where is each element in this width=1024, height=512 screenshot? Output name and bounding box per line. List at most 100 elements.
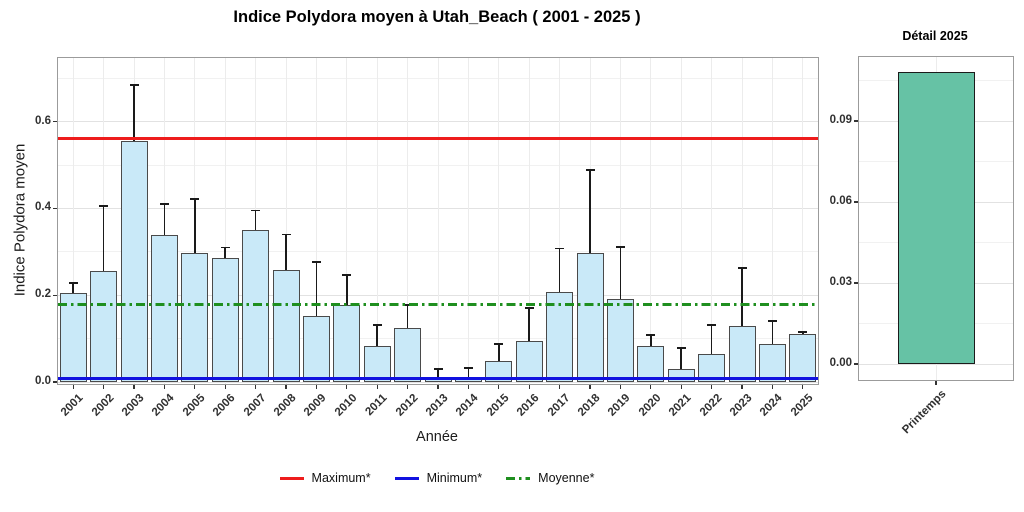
error-bar-2005: [194, 199, 196, 253]
error-cap-2023: [737, 267, 747, 270]
y-tick-label: 0.0: [35, 375, 51, 387]
x-tick-label: 2024: [758, 392, 785, 419]
legend: Maximum* Minimum* Moyenne*: [57, 471, 817, 485]
vertical-gridline: [741, 58, 743, 384]
x-tick-label: 2004: [150, 392, 177, 419]
bar-2020: [637, 345, 665, 382]
main-plot-panel: [57, 57, 819, 385]
x-tick-mark: [589, 385, 591, 389]
error-cap-2019: [615, 246, 625, 248]
error-bar-2010: [346, 274, 348, 306]
error-bar-2023: [741, 268, 743, 326]
legend-label-minimum: Minimum*: [426, 471, 483, 485]
x-tick-mark: [407, 385, 409, 389]
error-bar-2015: [498, 344, 500, 362]
x-tick-mark: [802, 385, 804, 389]
x-tick-label: 2013: [423, 392, 451, 419]
error-bar-2020: [650, 335, 652, 346]
error-bar-2013: [437, 368, 439, 380]
error-bar-2011: [376, 324, 378, 346]
bar-2019: [606, 298, 634, 382]
x-tick-mark: [467, 385, 469, 389]
error-bar-2009: [315, 261, 318, 317]
main-y-axis-label: Indice Polydora moyen: [11, 143, 29, 297]
x-tick-mark: [437, 385, 439, 389]
error-cap-2014: [463, 367, 473, 369]
error-bar-2007: [254, 210, 257, 231]
error-cap-2016: [524, 307, 534, 309]
vertical-gridline: [498, 58, 500, 384]
bar-2015: [485, 361, 513, 382]
bar-2023: [728, 326, 756, 382]
error-cap-2018: [585, 169, 595, 171]
x-tick-mark: [133, 385, 135, 389]
error-cap-2025: [798, 331, 808, 333]
x-tick-label: 2001: [59, 392, 86, 419]
x-tick-label: 2017: [545, 392, 573, 419]
bar-2018: [576, 253, 604, 382]
x-tick-mark: [741, 385, 743, 389]
error-cap-2024: [767, 320, 777, 323]
x-tick-mark: [72, 385, 74, 389]
main-chart: Indice Polydora moyen à Utah_Beach ( 200…: [11, 8, 819, 485]
x-tick-label: 2002: [89, 392, 117, 419]
error-cap-2008: [281, 233, 291, 236]
error-bar-2022: [710, 324, 713, 354]
error-bar-2006: [224, 247, 226, 259]
error-bar-2014: [467, 368, 470, 380]
x-tick-mark: [315, 385, 317, 389]
bar-2016: [515, 340, 543, 382]
x-tick-label: 2014: [454, 392, 481, 419]
x-tick-mark: [376, 385, 378, 389]
vertical-gridline: [346, 58, 348, 384]
bar-2004: [150, 235, 178, 382]
error-cap-2013: [433, 368, 443, 370]
error-cap-2020: [646, 334, 656, 336]
x-tick-label: 2005: [180, 392, 208, 419]
ref-line-Moyenne: [58, 303, 818, 307]
x-tick-label: 2016: [515, 392, 542, 419]
y-tick-label: 0.6: [35, 114, 51, 127]
bar-2025: [789, 334, 817, 382]
x-tick-mark: [619, 385, 621, 389]
x-tick-mark: [224, 385, 226, 389]
error-cap-2001: [68, 282, 78, 284]
error-bar-2004: [163, 204, 166, 236]
vertical-gridline: [680, 58, 682, 384]
moyenne-line-key-icon: [506, 476, 531, 480]
legend-item-maximum: Maximum*: [279, 471, 371, 485]
error-cap-2011: [372, 323, 382, 326]
error-bar-2024: [771, 321, 774, 344]
minimum-line-key-icon: [394, 476, 419, 480]
bar-2005: [181, 252, 209, 382]
vertical-gridline: [802, 58, 804, 384]
x-tick-label: 2007: [241, 392, 269, 419]
x-tick-label: 2003: [119, 392, 147, 419]
error-cap-2021: [676, 346, 686, 349]
bar-2008: [272, 270, 300, 382]
x-tick-label: 2011: [363, 392, 390, 419]
x-tick-label: 2019: [606, 392, 633, 419]
detail-chart: Détail 2025: [840, 0, 1024, 512]
legend-item-moyenne: Moyenne*: [506, 471, 594, 485]
main-chart-title: Indice Polydora moyen à Utah_Beach ( 200…: [233, 8, 641, 26]
bar-2024: [758, 343, 786, 382]
x-tick-label: 2010: [332, 392, 360, 419]
legend-label-moyenne: Moyenne*: [538, 471, 595, 485]
x-tick-mark: [650, 385, 652, 389]
error-cap-2002: [99, 205, 109, 208]
x-tick-mark: [559, 385, 561, 389]
x-tick-label: 2018: [575, 392, 603, 419]
x-tick-mark: [194, 385, 196, 389]
vertical-gridline: [711, 58, 713, 384]
x-tick-mark: [163, 385, 165, 389]
error-cap-2010: [342, 274, 352, 276]
vertical-gridline: [771, 58, 773, 384]
vertical-gridline: [315, 58, 317, 384]
vertical-gridline: [559, 58, 561, 384]
error-bar-2003: [133, 84, 135, 142]
ref-line-Maximum: [58, 137, 818, 141]
bar-2010: [333, 305, 361, 382]
error-bar-2017: [558, 248, 561, 293]
